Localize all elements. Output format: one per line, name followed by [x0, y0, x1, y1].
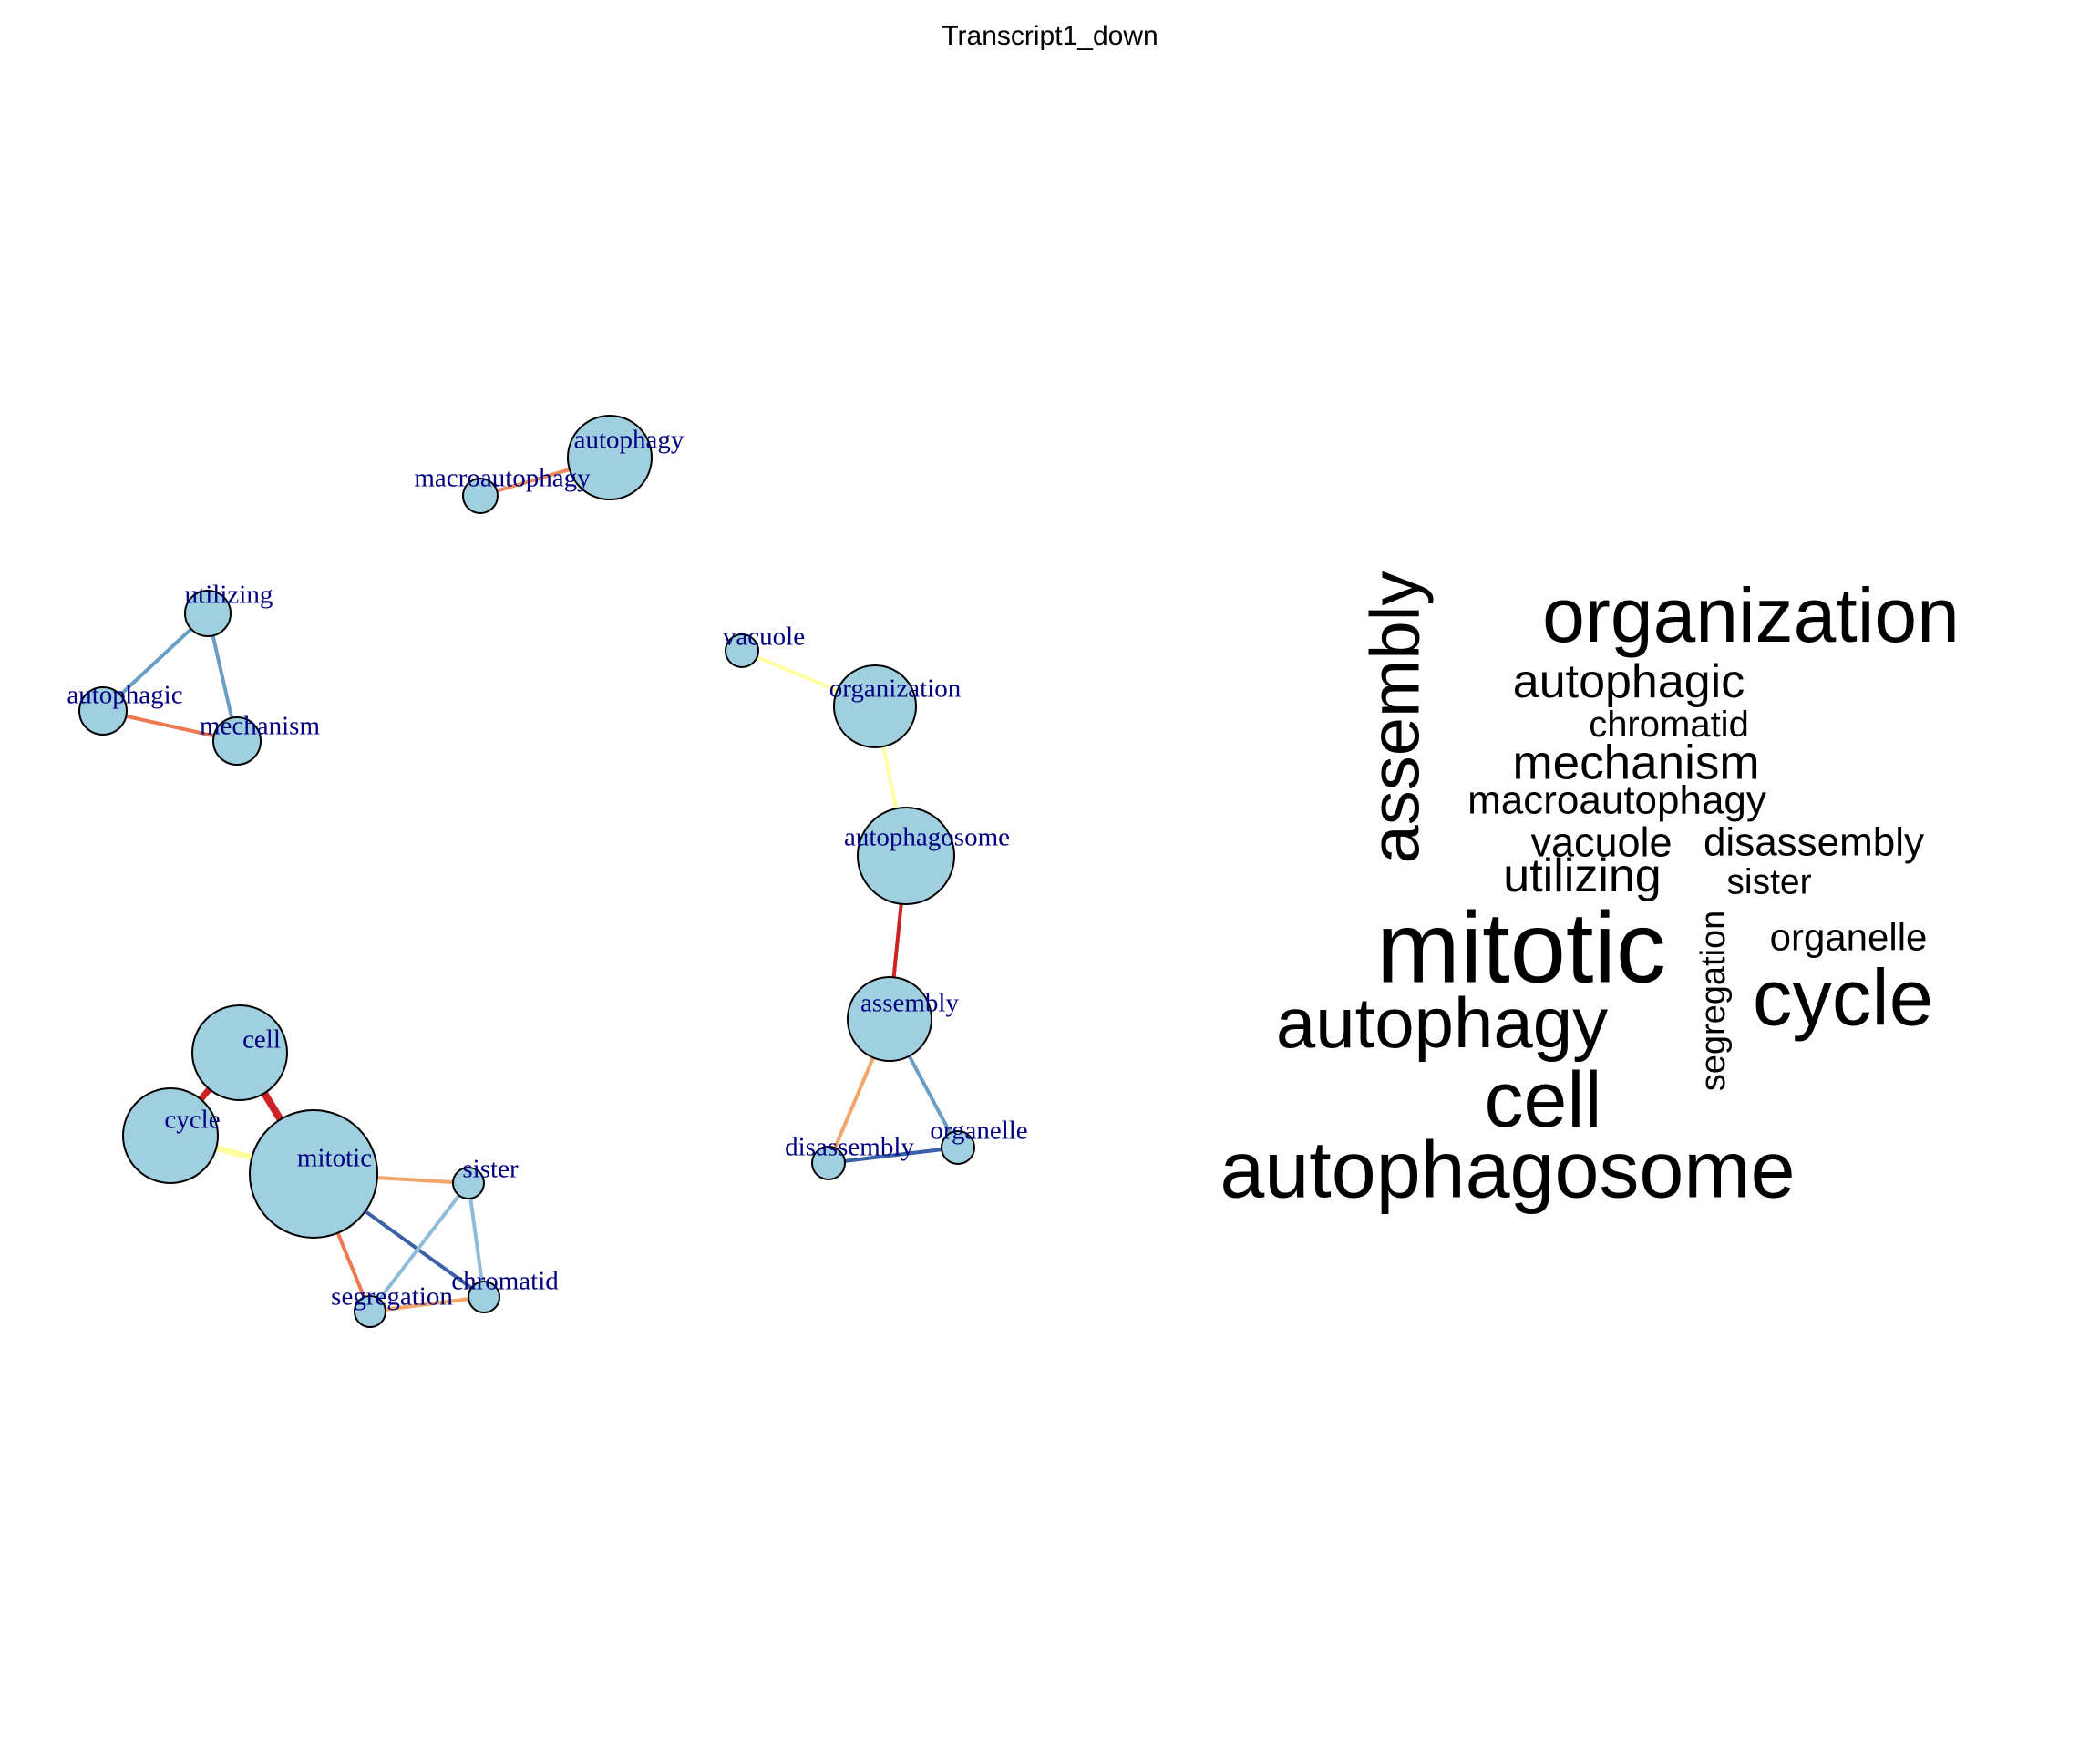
cloud-word-vacuole: vacuole [1530, 819, 1672, 866]
cloud-word-assembly: assembly [1357, 571, 1435, 864]
node-label-assembly: assembly [860, 989, 959, 1018]
node-segregation [354, 1295, 386, 1328]
node-cycle [122, 1087, 219, 1184]
cloud-word-organization: organization [1542, 572, 1960, 658]
node-label-mitotic: mitotic [297, 1144, 372, 1173]
node-label-cycle: cycle [164, 1106, 220, 1135]
node-mechanism [212, 716, 262, 766]
node-label-macroautophagy: macroautophagy [414, 464, 591, 493]
node-label-utilizing: utilizing [185, 581, 273, 610]
cloud-word-mitotic: mitotic [1376, 892, 1666, 1004]
node-label-autophagy: autophagy [574, 426, 685, 455]
cloud-word-organelle: organelle [1770, 916, 1928, 959]
node-label-cell: cell [242, 1025, 281, 1055]
node-vacuole [725, 633, 759, 668]
node-autophagic [78, 686, 128, 736]
cloud-word-mechanism: mechanism [1513, 736, 1760, 790]
node-chromatid [468, 1281, 500, 1313]
node-utilizing [184, 590, 232, 637]
node-label-organization: organization [829, 674, 962, 704]
node-label-autophagic: autophagic [67, 681, 182, 710]
network-labels: autophagy macroautophagy utilizing autophag… [67, 426, 1027, 1312]
edge-segregation-chromatid [369, 1295, 485, 1313]
node-organelle [941, 1130, 975, 1165]
node-label-autophagosome: autophagosome [844, 823, 1010, 852]
node-mitotic [249, 1109, 378, 1239]
edge-disassembly-organelle [828, 1146, 959, 1165]
cloud-word-utilizing: utilizing [1503, 849, 1661, 902]
node-label-chromatid: chromatid [451, 1267, 559, 1296]
node-cell [191, 1004, 288, 1101]
node-label-mechanism: mechanism [200, 712, 321, 741]
node-label-sister: sister [462, 1155, 519, 1184]
cloud-word-segregation: segregation [1694, 911, 1733, 1092]
cloud-word-autophagosome: autophagosome [1220, 1125, 1795, 1215]
node-sister [452, 1167, 485, 1199]
edge-sister-segregation [368, 1181, 470, 1313]
cloud-word-cycle: cycle [1753, 954, 1933, 1043]
cloud-word-disassembly: disassembly [1704, 820, 1924, 865]
edge-sister-chromatid [467, 1182, 486, 1298]
cloud-word-macroautophagy: macroautophagy [1467, 778, 1766, 823]
node-autophagy [567, 415, 653, 500]
cloud-word-autophagy: autophagy [1276, 983, 1608, 1063]
node-disassembly [811, 1146, 846, 1180]
network-nodes [78, 415, 975, 1328]
node-macroautophagy [462, 478, 499, 514]
node-label-organelle: organelle [930, 1117, 1027, 1146]
node-autophagosome [857, 807, 955, 905]
cloud-word-sister: sister [1726, 863, 1811, 902]
cloud-word-cell: cell [1484, 1056, 1601, 1144]
node-label-disassembly: disassembly [785, 1133, 914, 1162]
node-assembly [847, 976, 932, 1062]
cloud-word-chromatid: chromatid [1589, 705, 1749, 745]
cloud-word-autophagic: autophagic [1513, 655, 1745, 708]
plot-title: Transcript1_down [942, 21, 1158, 51]
node-organization [833, 664, 917, 748]
node-label-vacuole: vacuole [723, 623, 805, 652]
node-label-segregation: segregation [331, 1282, 453, 1312]
